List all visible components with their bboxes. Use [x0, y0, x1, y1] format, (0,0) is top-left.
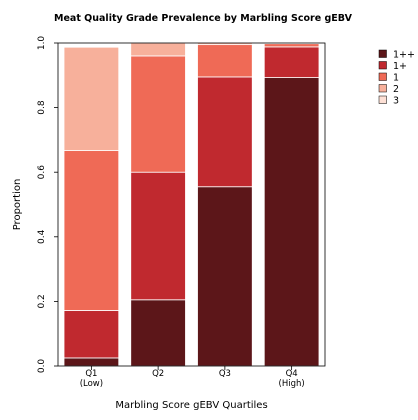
- y-axis-label: Proportion: [12, 179, 23, 231]
- bar-segment-3-3: [197, 44, 253, 78]
- y-tick-label: 0.4: [37, 229, 47, 244]
- legend-swatch: [378, 49, 387, 58]
- bar-segment-2-2: [130, 171, 186, 301]
- bar-segment-4-2: [263, 46, 320, 78]
- bar-segment-2-4: [130, 42, 186, 57]
- legend-label: 3: [393, 96, 399, 107]
- bar-segment-3-1: [197, 186, 253, 367]
- legend-label: 1+: [393, 61, 407, 72]
- legend-swatch: [378, 84, 387, 93]
- legend: 1++1+123: [378, 49, 415, 107]
- y-tick-label: 0.2: [37, 294, 47, 308]
- x-axis-label: Marbling Score gEBV Quartiles: [115, 400, 267, 411]
- bar-segment-1-3: [63, 150, 120, 311]
- legend-swatch: [378, 72, 387, 81]
- legend-label: 1++: [393, 50, 415, 61]
- chart-title: Meat Quality Grade Prevalence by Marblin…: [54, 13, 353, 24]
- x-tick-label: Q3: [219, 369, 231, 379]
- legend-swatch: [378, 95, 387, 104]
- y-tick-label: 0.0: [37, 359, 47, 374]
- x-axis: Q1(Low) Q2 Q3 Q4(High): [80, 366, 305, 389]
- bar-segment-2-1: [130, 299, 186, 367]
- bar-segment-2-3: [130, 55, 186, 173]
- y-tick-label: 0.8: [37, 100, 47, 115]
- plot-frame: [57, 42, 326, 367]
- x-tick-label: (High): [279, 379, 305, 389]
- x-tick-label: Q1: [85, 369, 97, 379]
- bars-layer: [63, 42, 320, 367]
- bar-segment-4-1: [263, 77, 320, 367]
- x-tick-label: (Low): [80, 379, 103, 389]
- bar-segment-3-2: [197, 76, 253, 188]
- y-tick-label: 0.6: [37, 165, 47, 180]
- x-tick-label: Q2: [152, 369, 164, 379]
- x-tick-label: Q4: [286, 369, 298, 379]
- legend-label: 1: [393, 73, 399, 84]
- y-tick-label: 1.0: [37, 36, 47, 51]
- bar-segment-1-1: [63, 357, 120, 367]
- bar-segment-1-2: [63, 310, 120, 359]
- legend-swatch: [378, 61, 387, 70]
- bar-segment-4-3: [263, 43, 320, 48]
- bar-segment-1-4: [63, 46, 120, 151]
- y-axis: 0.0 0.2 0.4 0.6 0.8 1.0: [37, 36, 58, 374]
- legend-label: 2: [393, 84, 399, 95]
